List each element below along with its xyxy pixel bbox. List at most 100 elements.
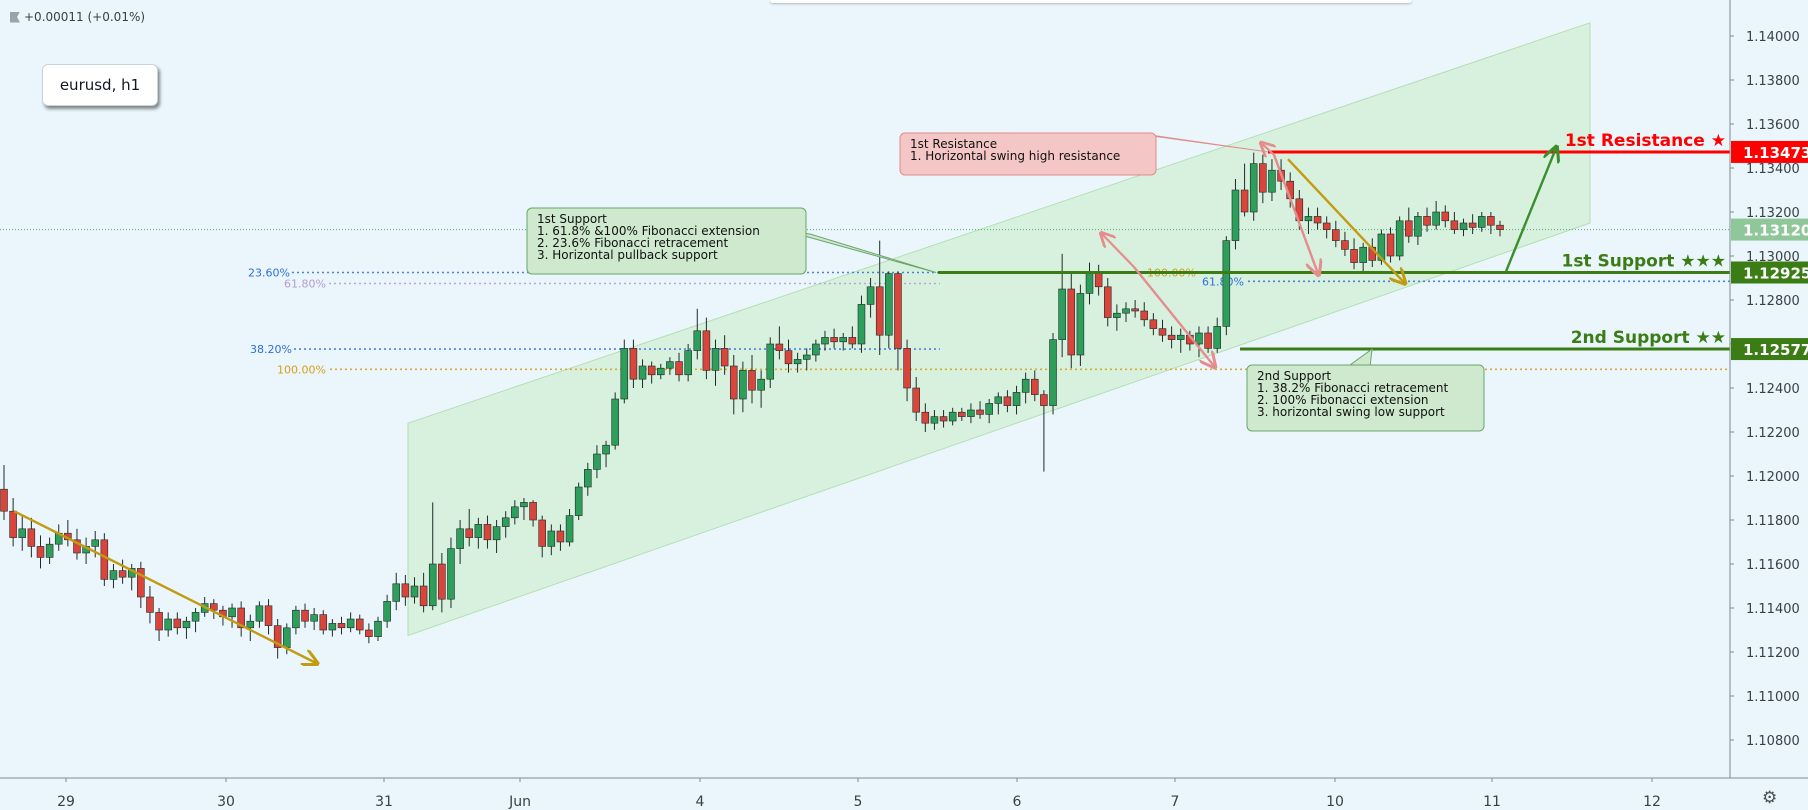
candle-up: [492, 526, 501, 541]
candle-up: [255, 605, 264, 622]
candle-up: [1222, 240, 1231, 327]
candle-up: [693, 330, 702, 351]
flag-icon[interactable]: [10, 11, 20, 23]
candle-down: [264, 605, 273, 626]
candle-down: [1131, 308, 1139, 312]
candle-down: [1103, 286, 1112, 318]
candle-up: [657, 367, 665, 376]
candle-up: [228, 607, 236, 618]
candle-down: [875, 286, 884, 336]
candle-up: [45, 543, 54, 558]
callout-pointer: [1348, 347, 1373, 368]
candle-down: [301, 609, 309, 622]
candle-down: [337, 623, 346, 629]
candle-down: [1204, 332, 1212, 349]
candle-up: [866, 286, 875, 305]
candle-down: [1240, 189, 1249, 213]
price-axis-label: 1.11200: [1746, 646, 1800, 661]
candle-up: [593, 453, 601, 470]
candle-down: [1350, 249, 1358, 263]
candle-up: [474, 524, 483, 538]
candle-up: [857, 304, 866, 345]
candle-down: [702, 330, 711, 371]
candle-up: [885, 273, 893, 336]
symbol-label[interactable]: eurusd, h1: [42, 64, 158, 106]
candle-down: [1441, 211, 1450, 222]
candle-down: [748, 370, 756, 391]
candle-down: [173, 618, 182, 629]
callout-line: 3. Horizontal pullback support: [537, 248, 718, 262]
candle-down: [237, 607, 245, 629]
gear-icon[interactable]: ⚙: [1762, 788, 1778, 808]
price-tag-label: 1.13120: [1743, 222, 1808, 240]
candle-up: [428, 563, 437, 607]
time-axis-label: 29: [57, 794, 75, 810]
candle-down: [419, 585, 428, 607]
candle-down: [483, 524, 492, 541]
candle-down: [100, 539, 109, 580]
candle-down: [538, 519, 546, 547]
candle-up: [611, 398, 619, 446]
price-tag-label: 1.12577: [1743, 341, 1808, 359]
candle-down: [784, 350, 793, 365]
candle-up: [109, 570, 118, 580]
price-change-text: +0.00011 (+0.01%): [24, 10, 146, 24]
candle-up: [948, 411, 957, 422]
candle-up: [711, 348, 720, 371]
swing-arrow: [1102, 234, 1135, 268]
price-axis-label: 1.11600: [1746, 558, 1800, 573]
callout-box: [526, 207, 807, 275]
last-price-tag: [1731, 218, 1808, 241]
candle-up: [821, 337, 829, 345]
candle-down: [1003, 396, 1012, 406]
candle-down: [976, 409, 984, 415]
time-axis-label: Jun: [508, 794, 531, 810]
candle-up: [1432, 211, 1440, 226]
candle-up: [1359, 246, 1367, 263]
candle-up: [565, 515, 574, 543]
candle-down: [1386, 233, 1395, 257]
candle-down: [1332, 229, 1340, 241]
candle-down: [137, 568, 145, 598]
candle-up: [18, 528, 27, 538]
candle-down: [1341, 240, 1349, 250]
candle-down: [401, 583, 410, 598]
candle-up: [182, 620, 191, 629]
candle-up: [1049, 339, 1057, 406]
time-axis-label: 5: [854, 794, 863, 810]
candle-up: [1249, 163, 1258, 213]
candle-down: [210, 603, 218, 611]
candle-up: [1076, 293, 1085, 356]
price-level-title: 1st Resistance ★: [1565, 131, 1726, 151]
candle-down: [1322, 222, 1331, 230]
candle-down: [1158, 328, 1167, 336]
price-axis-label: 1.11800: [1746, 514, 1800, 529]
candle-up: [520, 502, 528, 508]
price-axis-label: 1.13000: [1746, 250, 1800, 265]
candle-down: [775, 343, 784, 351]
candle-up: [1113, 312, 1121, 318]
candle-down: [1094, 273, 1103, 288]
candle-down: [355, 618, 364, 631]
candle-up: [802, 354, 811, 360]
price-axis-label: 1.13200: [1746, 206, 1800, 221]
price-axis-label: 1.12000: [1746, 470, 1800, 485]
time-axis-label: 30: [217, 794, 235, 810]
candle-up: [930, 416, 939, 424]
candle-up: [511, 506, 519, 519]
candle-down: [629, 348, 638, 380]
callout-line: 1. 38.2% Fibonacci retracement: [1257, 381, 1449, 395]
candle-up: [967, 409, 975, 417]
fib-level-label: 23.60%: [248, 267, 290, 280]
candle-down: [720, 348, 729, 367]
candle-down: [1496, 224, 1504, 230]
candle-down: [1259, 163, 1267, 193]
time-axis-label: 11: [1483, 794, 1501, 810]
candle-up: [1231, 189, 1240, 241]
candle-down: [146, 596, 154, 613]
swing-arrow: [1262, 144, 1274, 155]
trend-arrow: [1287, 158, 1404, 282]
price-level-tag: [1731, 261, 1808, 284]
candle-down: [729, 365, 738, 400]
